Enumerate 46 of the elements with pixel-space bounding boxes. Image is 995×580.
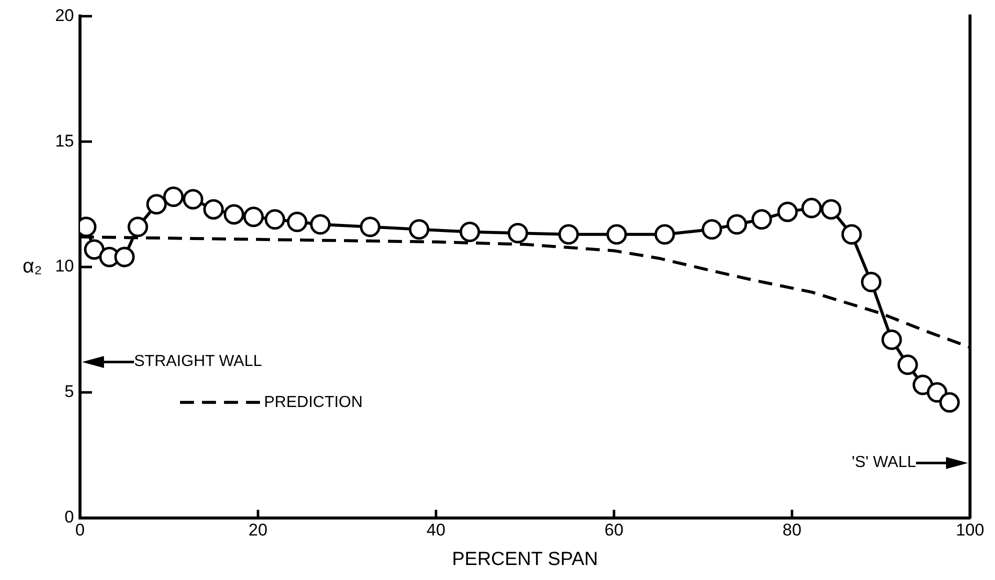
point bbox=[841, 224, 862, 245]
point bbox=[286, 212, 308, 232]
point bbox=[84, 239, 104, 260]
point bbox=[801, 198, 822, 218]
point bbox=[128, 216, 148, 238]
point bbox=[860, 272, 882, 292]
x-axis-title: PERCENT SPAN bbox=[452, 548, 598, 570]
point bbox=[182, 189, 204, 210]
legend-label: PREDICTION bbox=[264, 394, 363, 411]
y-tick-label: 5 bbox=[64, 382, 74, 402]
point bbox=[702, 219, 722, 240]
point bbox=[751, 209, 772, 230]
x-tick-label: 40 bbox=[426, 520, 446, 540]
x-tick-label: 100 bbox=[956, 520, 984, 540]
point bbox=[163, 186, 184, 208]
point bbox=[310, 214, 331, 235]
point bbox=[460, 222, 480, 242]
y-tick-label: 10 bbox=[55, 256, 74, 276]
y-axis-title: α₂ bbox=[22, 256, 42, 278]
point bbox=[243, 206, 264, 228]
point bbox=[820, 199, 842, 220]
point bbox=[912, 374, 934, 396]
x-tick-label: 20 bbox=[248, 520, 268, 540]
y-tick-label: 15 bbox=[55, 131, 74, 150]
point bbox=[114, 246, 135, 268]
x-tick-label: 80 bbox=[782, 520, 802, 540]
point bbox=[360, 216, 380, 238]
point bbox=[508, 222, 528, 244]
point bbox=[726, 214, 748, 235]
y-tick-label: 0 bbox=[64, 507, 74, 526]
point bbox=[881, 329, 902, 350]
point bbox=[146, 194, 167, 215]
point bbox=[224, 204, 244, 225]
point bbox=[264, 209, 286, 230]
y-tick-label: 20 bbox=[55, 6, 74, 25]
point bbox=[777, 202, 798, 222]
annotation: STRAIGHT WALL bbox=[134, 353, 262, 372]
point bbox=[408, 219, 430, 240]
point bbox=[897, 354, 918, 376]
point bbox=[558, 224, 579, 245]
point bbox=[939, 392, 960, 413]
x-tick-label: 60 bbox=[604, 520, 624, 540]
point bbox=[203, 199, 224, 220]
annotation: 'S' WALL bbox=[852, 454, 916, 472]
point bbox=[654, 224, 675, 245]
point bbox=[606, 224, 627, 245]
